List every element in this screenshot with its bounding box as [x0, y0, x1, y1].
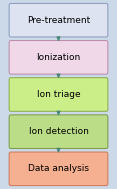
- Text: Data analysis: Data analysis: [28, 164, 89, 173]
- FancyBboxPatch shape: [9, 152, 108, 186]
- FancyBboxPatch shape: [9, 41, 108, 74]
- Text: Pre-treatment: Pre-treatment: [27, 16, 90, 25]
- FancyBboxPatch shape: [9, 3, 108, 37]
- Text: Ionization: Ionization: [36, 53, 81, 62]
- FancyBboxPatch shape: [9, 78, 108, 111]
- FancyBboxPatch shape: [9, 115, 108, 148]
- Text: Ion detection: Ion detection: [29, 127, 88, 136]
- Text: Ion triage: Ion triage: [37, 90, 80, 99]
